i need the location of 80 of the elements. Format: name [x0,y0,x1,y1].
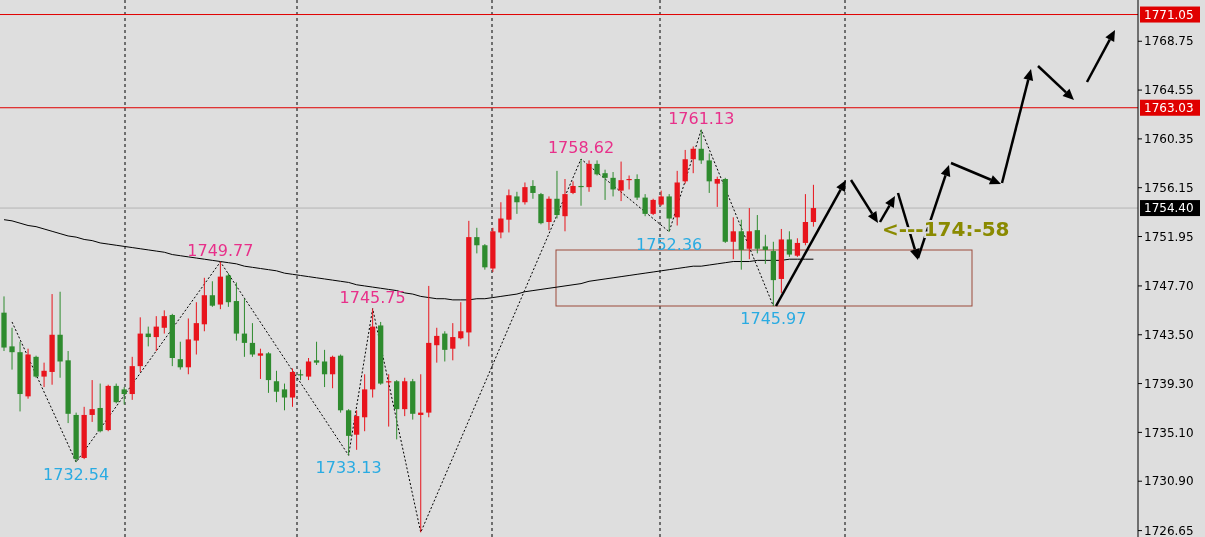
candlestick [642,193,648,217]
candlestick [313,341,320,366]
candlestick [794,237,801,258]
candlestick [33,355,39,379]
candlestick [698,129,704,165]
candlestick [738,219,744,271]
candlestick [714,176,720,208]
candlestick [626,175,632,190]
candlestick [602,169,608,201]
candlestick [273,370,280,403]
candlestick [329,355,336,389]
candlestick [514,191,520,215]
y-tick-label: 1760.35 [1144,132,1194,147]
candlestick [682,149,688,185]
candlestick [562,178,568,232]
candlestick [113,383,119,404]
candlestick [9,327,15,371]
candlestick [706,152,712,194]
annotation: 1758.62 [547,138,615,158]
candlestick [241,298,248,358]
candlestick [746,207,752,260]
y-tick-label: 1751.95 [1144,229,1194,244]
candlestick [434,327,440,364]
candlestick [610,171,616,197]
candlestick [554,170,560,220]
candlestick [177,341,183,371]
y-tick-label: 1768.75 [1144,34,1194,49]
candlestick [578,158,584,207]
y-tick-label: 1735.10 [1144,425,1194,440]
candlestick [570,180,576,195]
y-tick-label: 1747.70 [1144,279,1194,294]
candlestick [281,383,288,411]
candlestick [618,161,624,202]
candlestick [482,243,488,271]
candlestick [634,173,640,201]
candlestick [41,362,47,388]
ref-line-label: 1771.05 [1144,7,1194,22]
candlestick [305,357,312,381]
y-tick-label: 1756.15 [1144,180,1194,195]
annotation: 1749.77 [187,240,254,260]
candlestick [474,227,480,254]
annotation: 1732.54 [43,465,110,485]
candlestick [249,322,256,358]
candlestick [530,179,536,200]
annotation: 1745.75 [339,287,406,307]
candlestick [97,383,103,433]
candlestick [442,330,448,362]
candlestick [522,181,528,206]
annotation: 1733.13 [315,458,382,478]
candlestick [153,315,159,352]
candlestick [730,216,736,260]
ref-line-label: 1754.40 [1144,201,1194,216]
candlestick [810,184,817,228]
candlestick [193,301,199,356]
y-tick-label: 1739.30 [1144,376,1194,391]
candlestick [209,280,216,308]
candlestick [450,322,456,361]
candlestick [762,234,768,265]
ref-line-label: 1763.03 [1144,100,1194,115]
y-tick-label: 1730.90 [1144,474,1194,489]
annotation: 1752.36 [636,234,703,254]
candlestick [458,301,464,340]
candlestick [786,230,793,258]
candlestick [161,309,167,335]
candlestick [802,193,809,246]
y-tick-label: 1743.50 [1144,327,1194,342]
candlestick [89,379,95,423]
candlestick [754,214,760,254]
candlestick [321,349,328,388]
annotation: 1761.13 [668,108,735,128]
candlestick [586,159,592,193]
candlestick [666,193,672,233]
candlestick [353,409,360,451]
candlestick [498,201,504,239]
y-tick-label: 1726.65 [1144,523,1194,537]
candlestick [690,145,696,174]
annotation: 1745.97 [740,309,807,329]
y-tick-label: 1764.55 [1144,83,1194,98]
candlestick [257,348,264,380]
candlestick [546,195,552,231]
